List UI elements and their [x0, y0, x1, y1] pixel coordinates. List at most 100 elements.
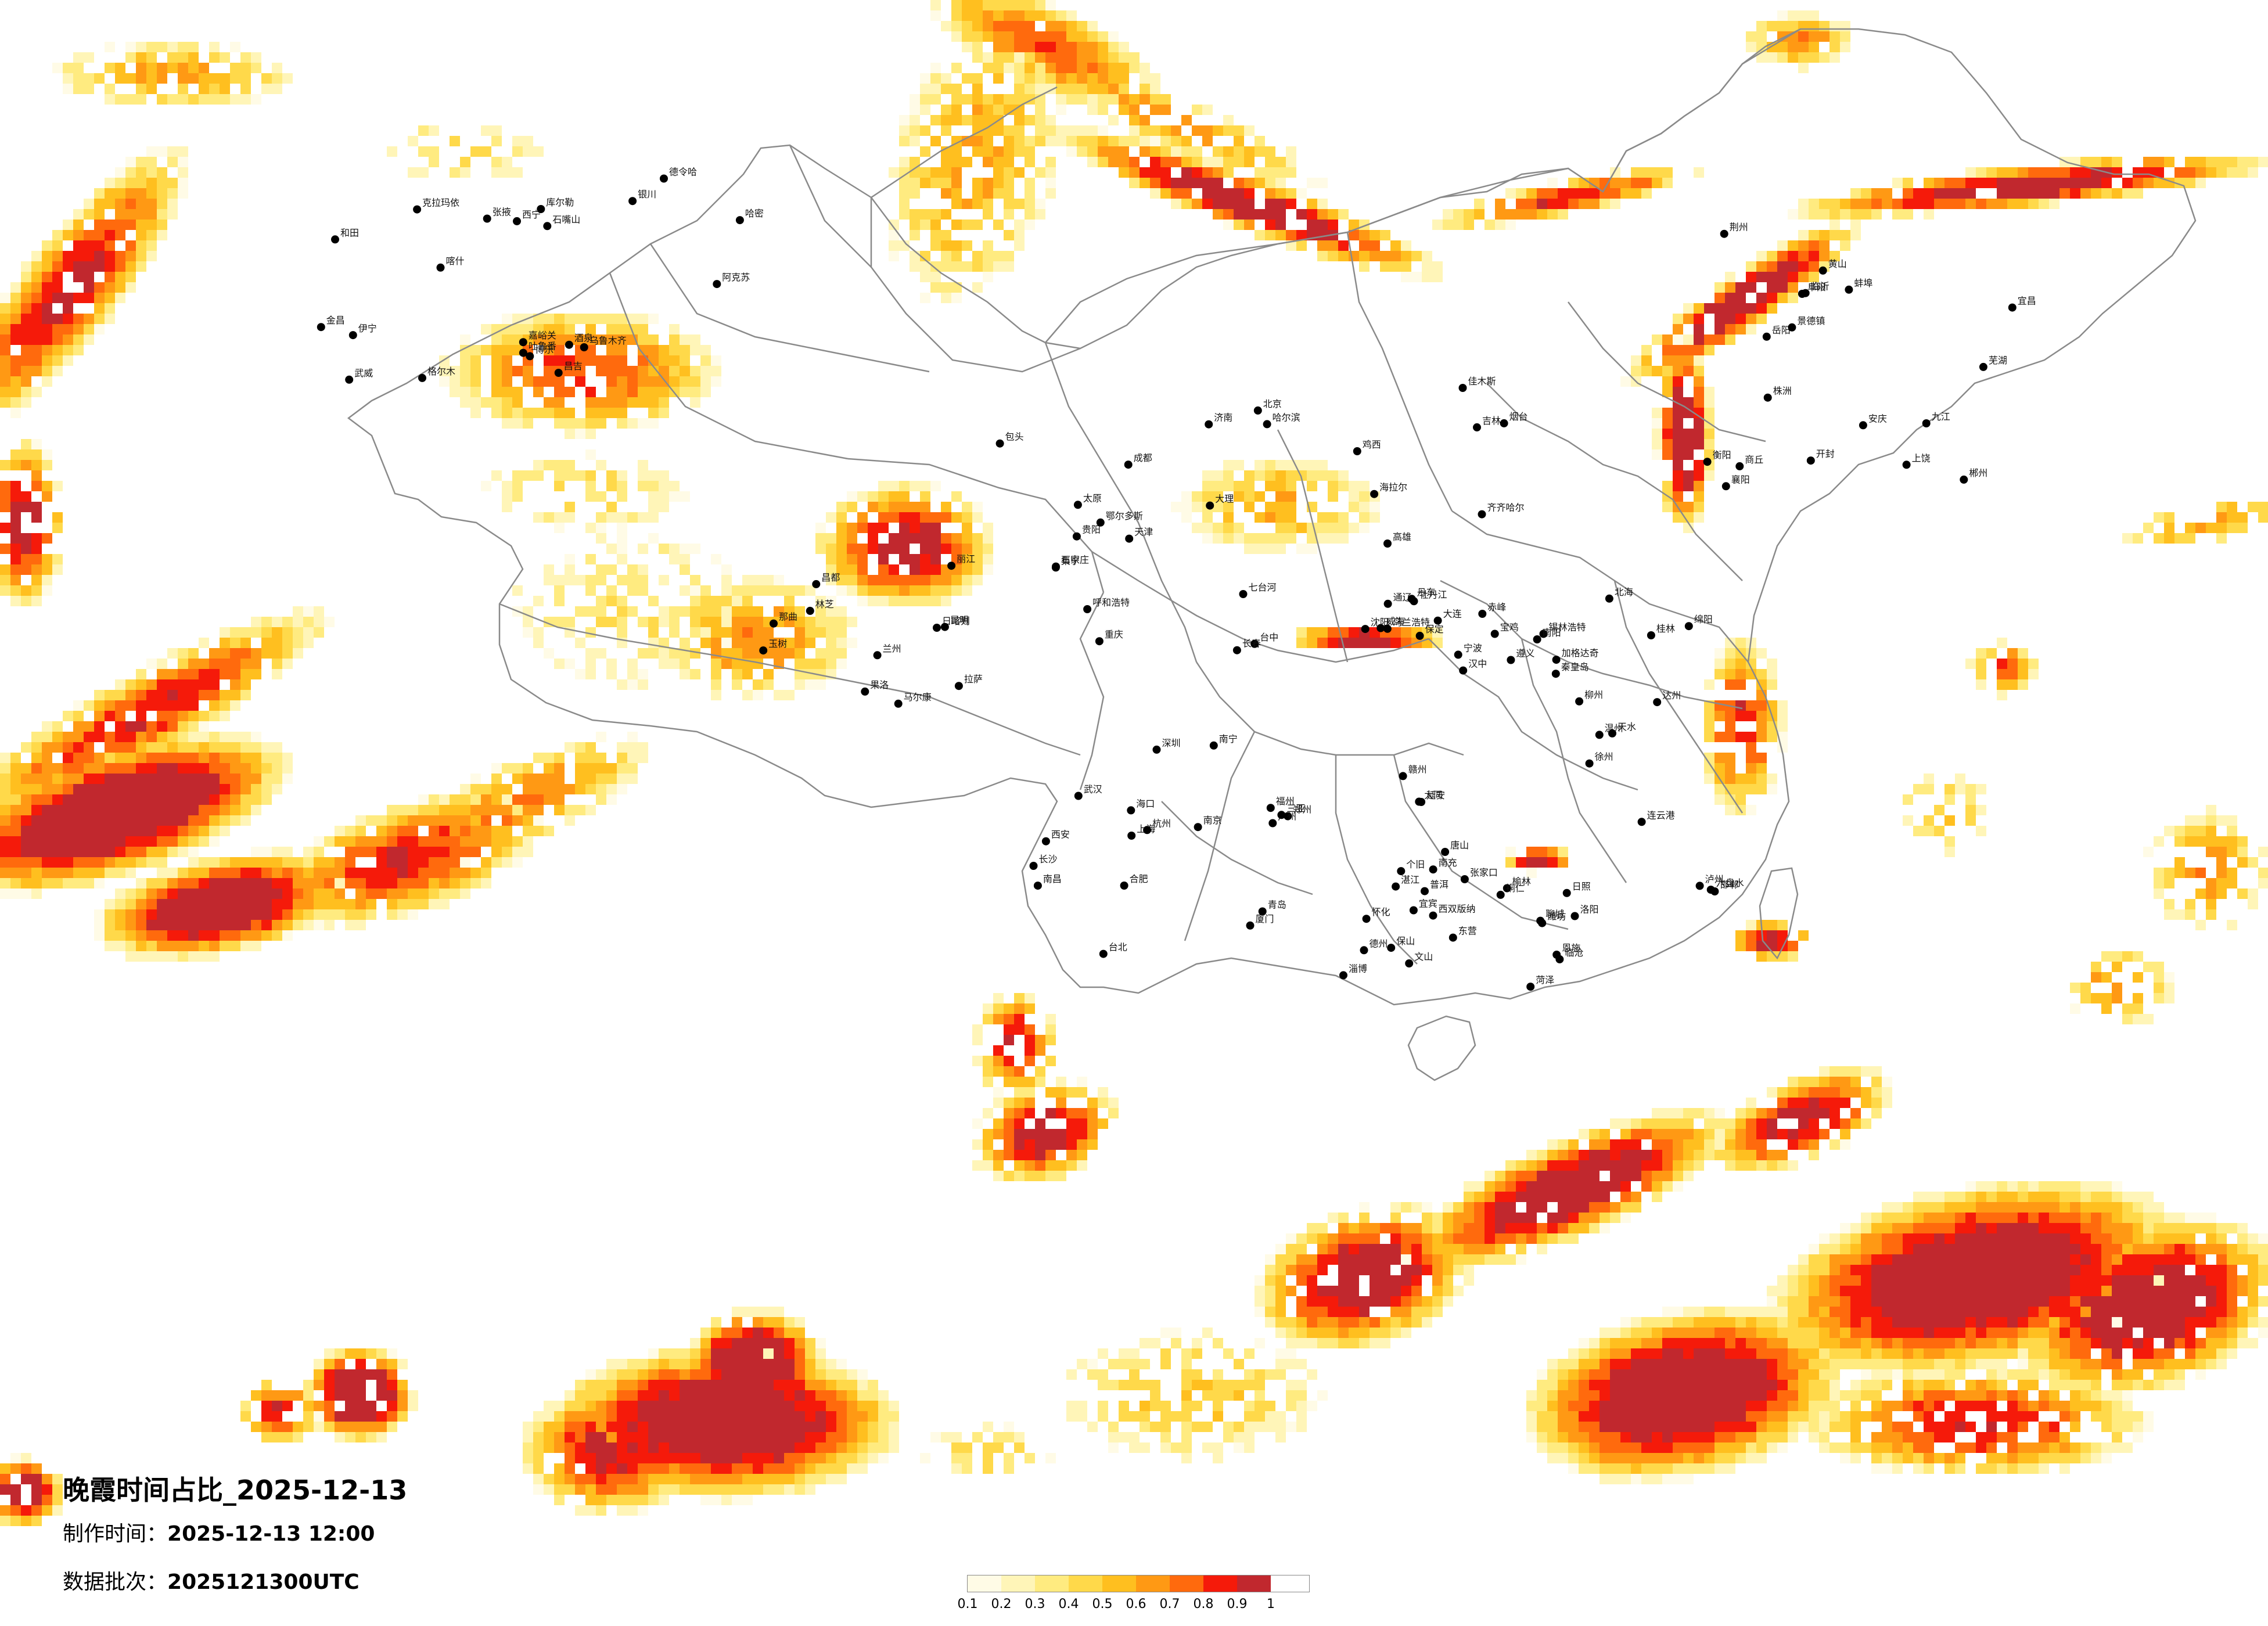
heat-cell [2248, 857, 2258, 868]
heat-cell [1045, 1108, 1056, 1118]
heat-cell [1234, 199, 1244, 209]
heat-cell [1140, 146, 1150, 157]
heat-cell [1579, 1369, 1589, 1380]
heat-cell [1809, 1118, 1819, 1129]
heat-cell [1317, 1233, 1328, 1244]
heat-cell [2070, 167, 2080, 178]
heat-cell [951, 544, 962, 554]
heat-cell [951, 21, 962, 31]
heat-cell [1108, 84, 1119, 94]
heat-cell [1014, 1077, 1025, 1087]
heat-cell [1349, 1223, 1359, 1233]
heat-cell [2227, 1317, 2237, 1328]
heat-cell [585, 481, 596, 491]
heat-cell [1934, 1254, 1944, 1265]
heat-cell [2080, 1338, 2091, 1348]
heat-cell [983, 1066, 993, 1077]
heat-cell [951, 10, 962, 21]
heat-cell [1349, 1338, 1359, 1348]
heat-cell [2091, 1192, 2101, 1202]
heat-cell [596, 648, 606, 659]
heat-cell [1892, 178, 1903, 188]
heat-cell [1725, 1369, 1735, 1380]
heat-cell [1119, 1348, 1129, 1359]
heat-cell [1777, 711, 1788, 721]
heat-cell [1171, 188, 1181, 199]
heat-cell [962, 523, 972, 533]
heat-cell [2101, 1286, 2112, 1296]
heat-cell [491, 355, 502, 366]
heat-cell [920, 94, 930, 105]
heat-cell [1830, 1108, 1840, 1118]
heat-cell [460, 805, 470, 815]
heat-cell [230, 742, 240, 753]
heat-cell [1673, 355, 1683, 366]
heat-cell [42, 324, 52, 334]
heat-cell [889, 220, 899, 230]
heat-cell [721, 1328, 732, 1338]
heat-cell [199, 930, 209, 941]
heat-cell [711, 1338, 721, 1348]
heat-cell [1986, 1223, 1997, 1233]
heat-cell [575, 575, 585, 585]
heat-cell [2133, 1296, 2143, 1307]
heat-cell [721, 1359, 732, 1369]
heat-cell [2143, 1192, 2154, 1202]
heat-cell [951, 146, 962, 157]
heat-cell [690, 366, 700, 376]
heat-cell [1119, 146, 1129, 157]
heat-cell [742, 669, 753, 679]
heat-cell [146, 742, 157, 753]
heat-cell [209, 742, 220, 753]
heat-cell [1485, 1213, 1495, 1223]
heat-cell [157, 209, 167, 220]
heat-cell [1140, 63, 1150, 73]
heat-cell [795, 1328, 805, 1338]
heat-cell [1025, 63, 1035, 73]
heat-cell [1485, 1233, 1495, 1244]
heat-cell [2133, 1359, 2143, 1369]
heat-cell [2028, 167, 2039, 178]
heat-cell [408, 167, 418, 178]
heat-cell [1317, 1244, 1328, 1254]
heat-cell [146, 732, 157, 742]
heat-cell [94, 784, 105, 794]
heat-cell [94, 930, 105, 941]
heat-cell [544, 397, 554, 408]
heat-cell [1014, 1139, 1025, 1150]
heat-cell [324, 1348, 335, 1359]
heat-cell [2206, 826, 2216, 836]
heat-cell [2080, 1359, 2091, 1369]
heat-cell [282, 774, 293, 784]
heat-cell [2216, 1317, 2227, 1328]
heat-cell [659, 1369, 669, 1380]
heat-cell [1181, 167, 1192, 178]
heat-cell [2248, 888, 2258, 899]
heat-cell [84, 84, 94, 94]
heat-cell [596, 512, 606, 523]
heat-cell [429, 826, 439, 836]
heat-cell [1004, 1139, 1014, 1150]
heat-cell [1390, 1213, 1401, 1223]
heat-cell [1087, 1098, 1098, 1108]
heat-cell [523, 836, 533, 847]
heat-cell [1056, 1098, 1066, 1108]
heat-cell [376, 836, 387, 847]
heat-cell [1045, 0, 1056, 10]
heat-cell [0, 303, 10, 314]
heat-cell [167, 94, 178, 105]
heat-cell [2154, 1317, 2164, 1328]
heat-cell [899, 136, 910, 146]
heat-cell [1830, 1317, 1840, 1328]
heat-cell [1223, 481, 1234, 491]
heat-cell [972, 1035, 983, 1045]
heat-cell [1265, 460, 1275, 470]
heat-cell [753, 1307, 763, 1317]
heat-cell [84, 230, 94, 240]
heat-cell [1934, 1244, 1944, 1254]
heat-cell [1746, 1317, 1756, 1328]
heat-cell [1286, 1244, 1296, 1254]
heat-cell [2007, 1338, 2018, 1348]
heat-cell [596, 575, 606, 585]
heat-cell [1767, 930, 1777, 941]
